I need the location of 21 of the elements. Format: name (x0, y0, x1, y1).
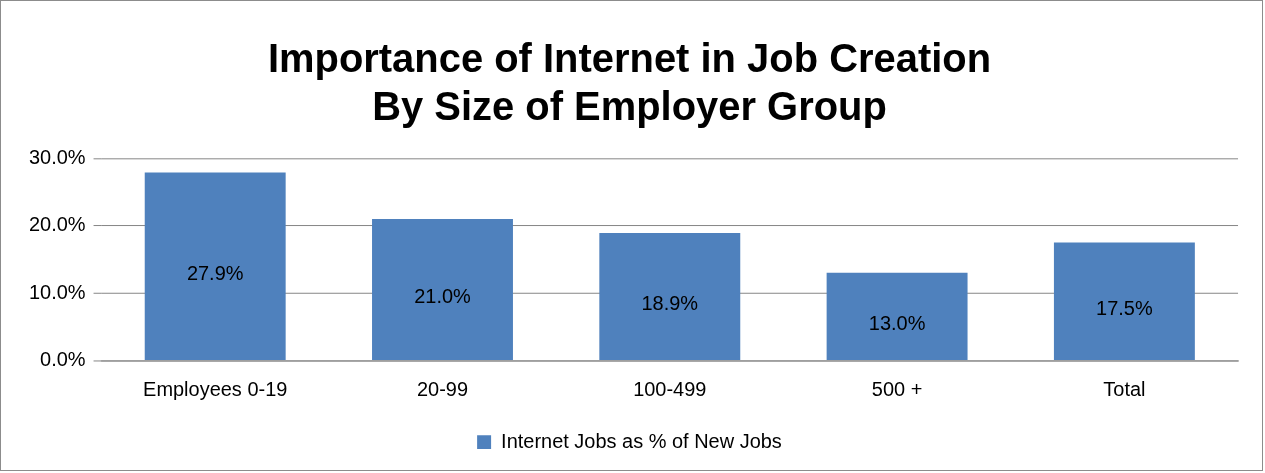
text: 21.0% (414, 284, 471, 307)
chart-title: Importance of Internet in Job Creation By Size of Employer Group (267, 35, 992, 128)
x-tick-label: 500 + (871, 377, 923, 400)
bar (826, 272, 968, 360)
y-tick-label: 0.0% (40, 347, 86, 370)
y-tick-label: 10.0% (28, 280, 86, 303)
bar (1053, 242, 1195, 360)
x-tick-label: Total (1103, 377, 1146, 400)
legend-label: Internet Jobs as % of New Jobs (501, 429, 782, 452)
x-tick-label: 20-99 (416, 377, 469, 400)
text: 18.9% (641, 292, 699, 314)
bar (599, 233, 741, 360)
bar (372, 218, 513, 360)
x-tick-label: 100-499 (633, 377, 707, 400)
text: 13.0% (868, 311, 926, 334)
text: 27.9% (186, 261, 244, 284)
y-tick-label: 30.0% (28, 145, 86, 168)
x-tick-label: Employees 0-19 (143, 377, 288, 400)
text: 17.5% (1096, 296, 1153, 319)
y-tick-label: 20.0% (28, 213, 86, 236)
bar (144, 172, 286, 360)
